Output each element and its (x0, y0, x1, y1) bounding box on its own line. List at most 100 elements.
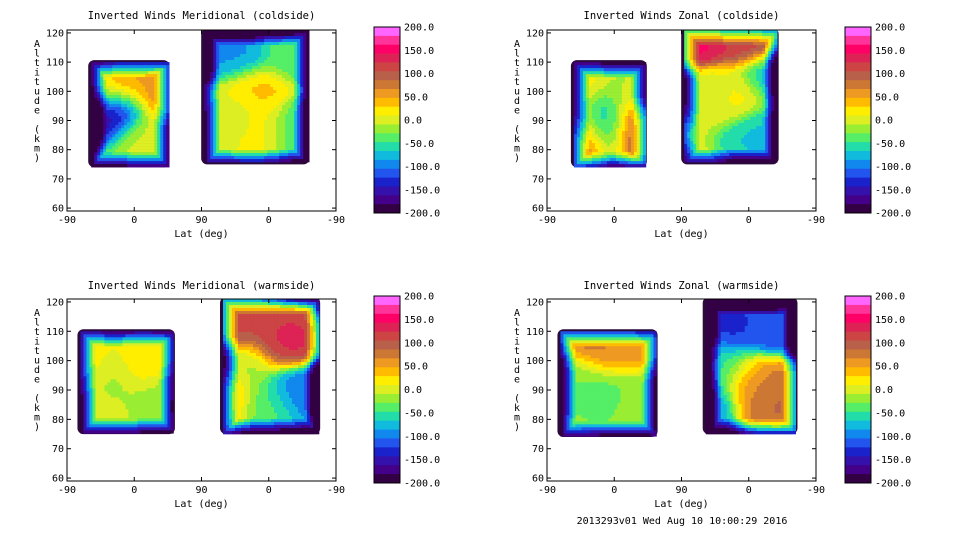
field-cell (705, 87, 709, 91)
field-cell (642, 125, 647, 129)
field-cell (100, 164, 104, 168)
field-cell (306, 90, 310, 94)
field-cell (207, 153, 211, 157)
field-cell (213, 63, 217, 67)
field-cell (774, 105, 778, 109)
field-cell (774, 30, 778, 34)
field-cell (618, 95, 623, 99)
field-cell (717, 45, 721, 49)
colorbar-swatch (374, 159, 400, 170)
field-cell (258, 111, 262, 115)
field-cell (145, 107, 149, 111)
field-cell (261, 78, 265, 82)
field-cell (142, 89, 146, 93)
field-cell (204, 90, 208, 94)
field-cell (294, 72, 298, 76)
field-cell (154, 134, 158, 138)
field-cell (297, 99, 301, 103)
field-cell (585, 71, 590, 75)
field-cell (765, 78, 769, 82)
field-cell (291, 90, 295, 94)
field-cell (579, 86, 584, 90)
field-cell (282, 111, 286, 115)
field-cell (699, 114, 703, 118)
field-cell (621, 89, 626, 93)
field-cell (219, 117, 223, 121)
field-cell (240, 153, 244, 157)
field-cell (753, 60, 757, 64)
field-cell (207, 105, 211, 109)
field-cell (133, 83, 137, 87)
field-cell (591, 143, 596, 147)
field-cell (732, 114, 736, 118)
field-cell (92, 406, 96, 410)
field-cell (261, 111, 265, 115)
field-cell (237, 93, 241, 97)
field-cell (231, 45, 235, 49)
field-cell (243, 81, 247, 85)
field-cell (127, 152, 131, 156)
field-cell (603, 140, 608, 144)
field-cell (285, 72, 289, 76)
field-cell (684, 90, 688, 94)
field-cell (270, 132, 274, 136)
field-cell (139, 140, 143, 144)
field-cell (276, 114, 280, 118)
field-cell (750, 66, 754, 70)
field-cell (735, 78, 739, 82)
field-cell (624, 68, 629, 72)
field-cell (294, 114, 298, 118)
field-cell (771, 72, 775, 76)
field-cell (723, 78, 727, 82)
field-cell (600, 71, 605, 75)
field-cell (615, 104, 620, 108)
field-cell (139, 143, 143, 147)
field-cell (86, 364, 90, 368)
field-cell (588, 155, 593, 159)
field-cell (160, 161, 164, 165)
field-cell (756, 141, 760, 145)
field-cell (768, 156, 772, 160)
field-cell (136, 92, 140, 96)
field-cell (106, 71, 110, 75)
field-cell (83, 397, 87, 401)
field-cell (636, 164, 641, 168)
field-cell (597, 104, 602, 108)
field-cell (690, 60, 694, 64)
field-cell (723, 45, 727, 49)
field-cell (115, 68, 119, 72)
field-cell (204, 156, 208, 160)
field-cell (747, 72, 751, 76)
field-cell (154, 65, 158, 69)
field-cell (735, 126, 739, 130)
field-cell (204, 57, 208, 61)
field-cell (606, 113, 611, 117)
field-cell (720, 102, 724, 106)
field-cell (145, 158, 149, 162)
field-cell (642, 71, 647, 75)
field-cell (91, 158, 95, 162)
field-cell (708, 48, 712, 52)
field-cell (759, 132, 763, 136)
field-cell (231, 129, 235, 133)
field-cell (627, 143, 632, 147)
field-cell (279, 114, 283, 118)
field-cell (166, 137, 170, 141)
field-cell (112, 149, 116, 153)
field-cell (606, 104, 611, 108)
field-cell (642, 164, 647, 168)
field-cell (142, 110, 146, 114)
field-cell (699, 81, 703, 85)
field-cell (762, 123, 766, 127)
field-cell (735, 147, 739, 151)
field-cell (276, 135, 280, 139)
field-cell (768, 72, 772, 76)
field-cell (210, 114, 214, 118)
field-cell (255, 75, 259, 79)
field-cell (303, 33, 307, 37)
field-cell (693, 138, 697, 142)
field-cell (300, 102, 304, 106)
field-cell (687, 93, 691, 97)
field-cell (609, 158, 614, 162)
field-cell (240, 138, 244, 142)
